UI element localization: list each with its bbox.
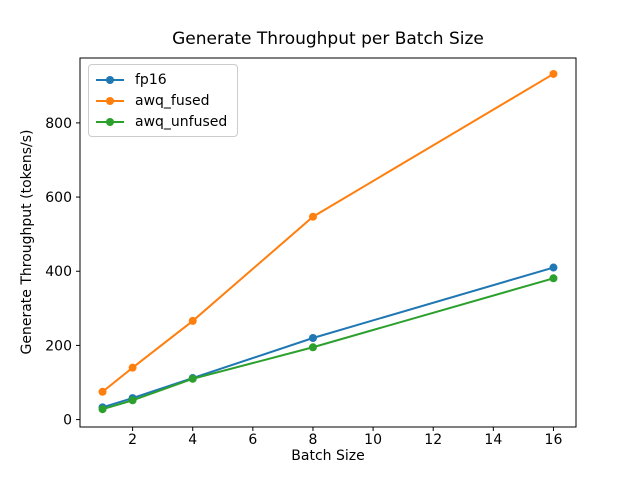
x-tick-label: 4 — [188, 432, 197, 448]
series-line-awq_unfused — [102, 277, 554, 411]
legend-item-awq-unfused: awq_unfused — [96, 111, 227, 132]
y-axis-label: Generate Throughput (tokens/s) — [19, 129, 35, 355]
data-point-awq_unfused — [549, 274, 558, 283]
data-point-fp16 — [308, 333, 317, 342]
y-tick-label: 0 — [63, 413, 72, 429]
legend-item-fp16: fp16 — [96, 69, 227, 90]
x-tick-label: 12 — [424, 432, 442, 448]
legend-label: awq_unfused — [135, 113, 228, 130]
x-tick-label: 16 — [545, 432, 563, 448]
data-point-awq_unfused — [98, 405, 107, 414]
data-point-awq_fused — [549, 69, 558, 78]
data-point-awq_unfused — [128, 396, 137, 405]
x-tick-label: 6 — [248, 432, 257, 448]
legend-label: fp16 — [135, 71, 167, 88]
data-point-awq_fused — [128, 363, 137, 372]
x-axis-label: Batch Size — [291, 448, 365, 464]
data-point-awq_fused — [308, 212, 317, 221]
legend-item-awq-fused: awq_fused — [96, 90, 227, 111]
chart-title: Generate Throughput per Batch Size — [172, 29, 484, 49]
line-marker-icon — [96, 117, 124, 126]
data-point-awq_fused — [188, 316, 197, 325]
y-tick-label: 600 — [45, 190, 72, 206]
legend-label: awq_fused — [135, 92, 210, 109]
x-tick-label: 10 — [364, 432, 382, 448]
data-point-awq_fused — [98, 387, 107, 396]
y-tick-label: 800 — [45, 116, 72, 132]
x-tick-label: 14 — [484, 432, 502, 448]
legend: fp16 awq_fused awq_unfused — [88, 64, 239, 137]
line-marker-icon — [96, 75, 124, 84]
data-point-awq_unfused — [188, 374, 197, 383]
data-point-fp16 — [549, 263, 558, 272]
data-point-awq_unfused — [308, 343, 317, 352]
y-tick-label: 200 — [45, 338, 72, 354]
line-marker-icon — [96, 96, 124, 105]
x-tick-label: 2 — [128, 432, 137, 448]
x-tick-label: 8 — [309, 432, 318, 448]
axes-frame — [79, 57, 577, 428]
y-tick-label: 400 — [45, 264, 72, 280]
